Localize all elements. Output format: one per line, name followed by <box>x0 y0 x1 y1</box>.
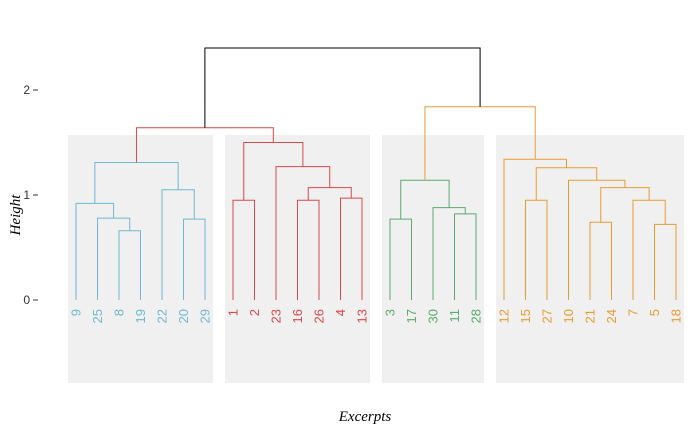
leaf-label-9: 9 <box>69 309 84 316</box>
leaf-label-26: 26 <box>312 309 327 323</box>
leaf-label-29: 29 <box>198 309 213 323</box>
leaf-label-13: 13 <box>355 309 370 323</box>
y-tick-label-1: 1 <box>23 188 30 202</box>
x-axis-title: Excerpts <box>338 409 392 425</box>
dendrogram-branches <box>75 47 677 300</box>
leaf-label-23: 23 <box>269 309 284 323</box>
leaf-label-27: 27 <box>540 309 555 323</box>
leaf-label-5: 5 <box>647 309 662 316</box>
leaf-label-24: 24 <box>604 309 619 323</box>
leaf-label-10: 10 <box>561 309 576 323</box>
leaf-label-2: 2 <box>247 309 262 316</box>
leaf-label-12: 12 <box>497 309 512 323</box>
leaf-label-22: 22 <box>155 309 170 323</box>
leaf-label-7: 7 <box>626 309 641 316</box>
leaf-labels: 9 25 8 19 22 20 29 1 2 23 16 26 4 13 3 17 30 11 28 12 15 27 10… <box>69 309 684 323</box>
y-axis: 0 1 2 <box>23 83 38 307</box>
leaf-label-1: 1 <box>226 309 241 316</box>
leaf-label-21: 21 <box>583 309 598 323</box>
leaf-label-28: 28 <box>469 309 484 323</box>
leaf-label-16: 16 <box>290 309 305 323</box>
leaf-label-18: 18 <box>669 309 684 323</box>
leaf-label-25: 25 <box>90 309 105 323</box>
leaf-label-11: 11 <box>447 309 462 323</box>
y-tick-label-2: 2 <box>23 83 30 97</box>
y-tick-label-0: 0 <box>23 293 30 307</box>
leaf-label-19: 19 <box>133 309 148 323</box>
leaf-label-8: 8 <box>112 309 127 316</box>
y-axis-title: Height <box>8 194 24 237</box>
merge-root <box>204 47 481 128</box>
leaf-label-30: 30 <box>426 309 441 323</box>
cluster-panels <box>68 135 684 383</box>
leaf-label-4: 4 <box>333 309 348 316</box>
leaf-label-15: 15 <box>518 309 533 323</box>
leaf-label-17: 17 <box>404 309 419 323</box>
leaf-label-3: 3 <box>383 309 398 316</box>
leaf-label-20: 20 <box>176 309 191 323</box>
